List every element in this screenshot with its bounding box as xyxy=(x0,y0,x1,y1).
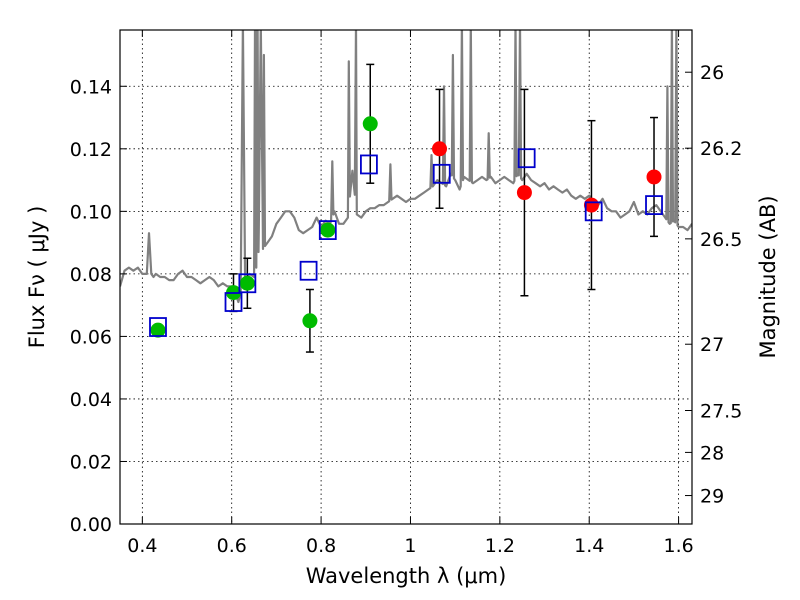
y2-tick-label: 26.5 xyxy=(700,229,742,251)
green-data-point xyxy=(302,313,318,329)
green-data-point xyxy=(362,116,378,132)
y-tick-label: 0.02 xyxy=(70,451,112,473)
y-tick-label: 0.08 xyxy=(70,264,112,286)
model-square-marker xyxy=(318,220,337,241)
x-tick-label: 1.2 xyxy=(485,535,515,557)
y-axis-label: Flux Fν ( μJy ) xyxy=(25,206,49,349)
y-tick-label: 0.04 xyxy=(70,389,112,411)
secondary-y-axis-ticks: 26 26.2 26.5 27 27.5 28 29 xyxy=(685,62,742,508)
red-data-point xyxy=(516,185,532,201)
y-tick-label: 0.10 xyxy=(70,201,112,223)
model-square-marker xyxy=(432,163,451,184)
y2-tick-label: 28 xyxy=(700,442,724,464)
plot-background xyxy=(120,30,692,524)
x-tick-label: 1.6 xyxy=(663,535,693,557)
squares-layer xyxy=(149,148,663,337)
plot-frame xyxy=(119,29,693,525)
y2-tick-label: 27.5 xyxy=(700,401,742,423)
red-data-point xyxy=(583,197,599,213)
model-square-marker xyxy=(238,273,257,294)
y2-tick-label: 26 xyxy=(700,62,724,84)
y-tick-label: 0.06 xyxy=(70,326,112,348)
y-axis-ticks: 0.00 0.02 0.04 0.06 0.08 0.10 0.12 0.14 xyxy=(70,76,127,536)
y-tick-label: 0.14 xyxy=(70,76,112,98)
points-layer xyxy=(150,116,662,338)
green-data-point xyxy=(150,322,166,338)
x-tick-label: 0.4 xyxy=(127,535,157,557)
x-axis-label: Wavelength λ (μm) xyxy=(306,564,507,588)
model-square-marker xyxy=(645,195,663,215)
model-square-marker xyxy=(224,292,243,312)
red-data-point xyxy=(432,141,448,157)
red-data-point xyxy=(646,169,662,185)
y2-tick-label: 27 xyxy=(700,334,724,356)
green-data-point xyxy=(320,222,336,238)
y-tick-label: 0.00 xyxy=(70,514,112,536)
green-data-point xyxy=(239,275,255,291)
x-tick-label: 1.4 xyxy=(574,535,604,557)
y2-tick-label: 29 xyxy=(700,486,724,508)
x-tick-label: 1 xyxy=(404,535,416,557)
secondary-y-axis-label: Magnitude (AB) xyxy=(756,195,780,358)
model-square-marker xyxy=(149,317,167,337)
y-tick-label: 0.12 xyxy=(70,139,112,161)
model-square-marker xyxy=(299,260,318,281)
x-axis-ticks: 0.4 0.6 0.8 1 1.2 1.4 1.6 xyxy=(127,30,694,557)
x-tick-label: 0.6 xyxy=(217,535,247,557)
model-square-marker xyxy=(360,154,378,175)
x-tick-label: 0.8 xyxy=(306,535,336,557)
y2-tick-label: 26.2 xyxy=(700,138,742,160)
model-square-marker xyxy=(517,148,536,169)
model-square-marker xyxy=(584,201,603,222)
